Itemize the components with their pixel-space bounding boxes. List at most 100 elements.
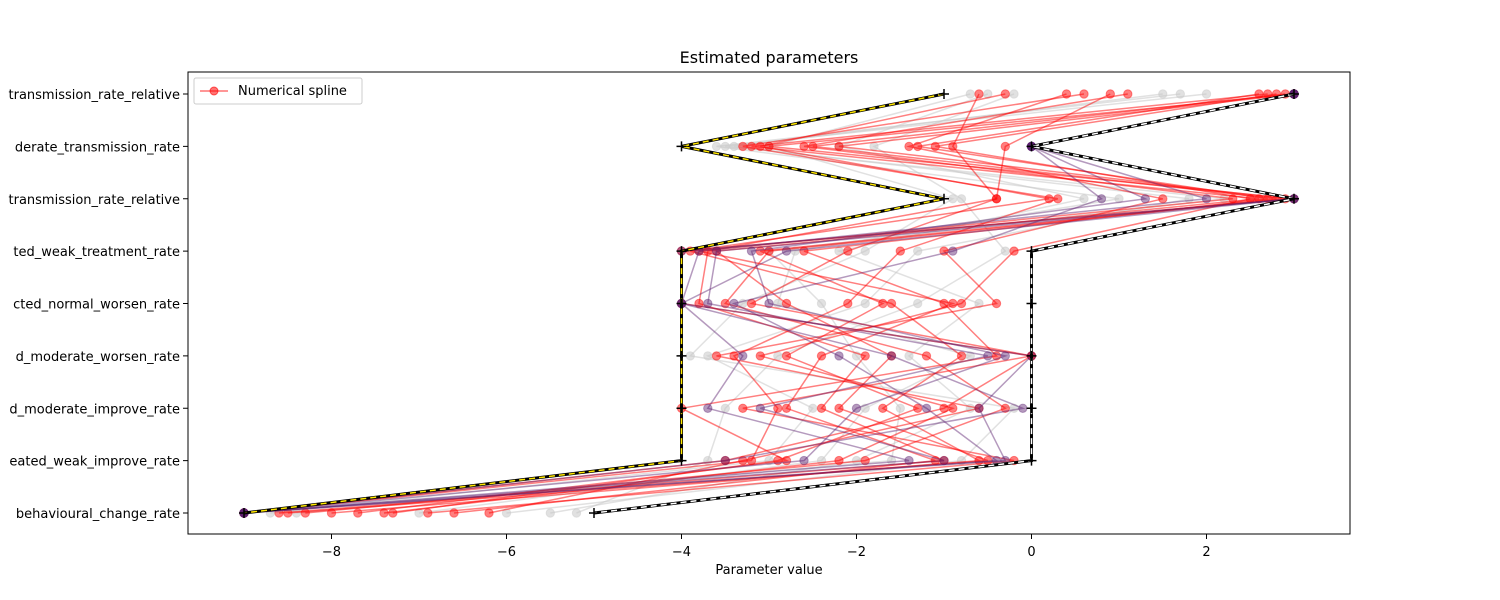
series-point [1009,89,1019,99]
series-point [816,298,827,309]
lower-bound-outline [243,92,945,515]
series-point [764,298,774,309]
series-grey-19 [265,89,1194,518]
series-point [781,298,792,309]
series-point [1000,403,1010,413]
upper-bound-marker [1026,298,1037,309]
legend[interactable]: Numerical spline [193,77,363,105]
series-point [956,351,967,361]
y-tick-label: cted_normal_worsen_rate [13,298,180,313]
series-point [711,246,722,256]
series-point [711,141,722,152]
series-point [353,508,363,518]
series-point [904,351,914,361]
lower-bound-marker [676,350,687,361]
series-point [449,508,459,518]
series-point [738,141,748,152]
series-point [834,141,844,152]
series-red-10 [300,89,1299,518]
series-point [703,403,713,413]
series-point [755,403,765,413]
lower-bound-marker [939,193,949,204]
lower-bound-marker [676,455,687,466]
upper-bound-marker [1289,89,1299,99]
upper-bound-marker [589,508,599,518]
series-point [755,246,765,256]
series-point [711,351,722,361]
series-point [720,455,730,466]
series-point [886,351,897,361]
series-point [948,403,958,413]
upper-bound-marker [1289,193,1299,204]
series-point [939,455,949,466]
series-point [816,403,827,413]
series-point [816,351,827,361]
x-axis-label: Parameter value [715,563,822,578]
series-point [720,298,730,309]
series-point [983,351,993,361]
series-point [1079,194,1089,204]
series-point [886,455,897,466]
series-point [965,89,975,99]
series-line [243,93,1295,514]
series-point [974,455,984,466]
series-point [746,141,757,152]
series-point [991,298,1002,309]
series-point [423,508,433,518]
upper-bound [589,89,1299,518]
series-point [1000,89,1010,99]
series-point [895,246,905,256]
series-point [974,89,984,99]
series-line [357,93,1268,514]
series-point [781,403,792,413]
series-line [392,93,1286,514]
series-point [1105,89,1116,99]
x-tick-label: −8 [322,545,341,560]
lower-bound-marker [239,508,249,518]
upper-bound-marker [1026,141,1037,152]
series-point [1009,403,1019,413]
series-point [703,298,713,309]
series-point [991,194,1002,204]
x-tick-label: 2 [1202,545,1210,560]
x-tick-label: 0 [1027,545,1035,560]
series-point [729,351,739,361]
series-point [948,246,958,256]
series-point [379,508,389,518]
series-point [1175,89,1186,99]
series-point [895,403,905,413]
lower-bound [239,89,949,518]
series-point [939,455,949,466]
series-point [781,351,792,361]
series-grey-18 [291,89,1229,518]
series-point [1000,141,1010,152]
series-point [904,455,914,466]
series-layer [239,89,1299,518]
series-point [1140,194,1151,204]
series-point [843,246,853,256]
x-tick-label: −2 [847,545,866,560]
lower-bound-marker [676,403,687,414]
x-axis-ticks: −8 −6 −4 −2 0 2 [322,534,1211,560]
series-point [1009,246,1019,256]
series-red-7 [379,89,1282,518]
series-red-9 [353,89,1273,518]
series-point [913,403,923,413]
series-point [886,298,897,309]
series-point [991,351,1002,361]
series-point [1201,194,1212,204]
lower-bound-marker [676,298,687,309]
series-point [545,508,555,518]
y-tick-label: ted_weak_treatment_rate [13,245,180,260]
series-point [720,403,730,413]
upper-bound-marker [1026,350,1037,361]
series-point [694,298,704,309]
series-point [1079,89,1089,99]
y-tick-label: transmission_rate_relative [9,88,181,103]
y-tick-label: d_moderate_improve_rate [9,402,180,417]
y-tick-label: eated_weak_improve_rate [9,455,180,470]
series-point [1018,403,1028,413]
series-point [781,246,792,256]
series-point [746,455,757,466]
